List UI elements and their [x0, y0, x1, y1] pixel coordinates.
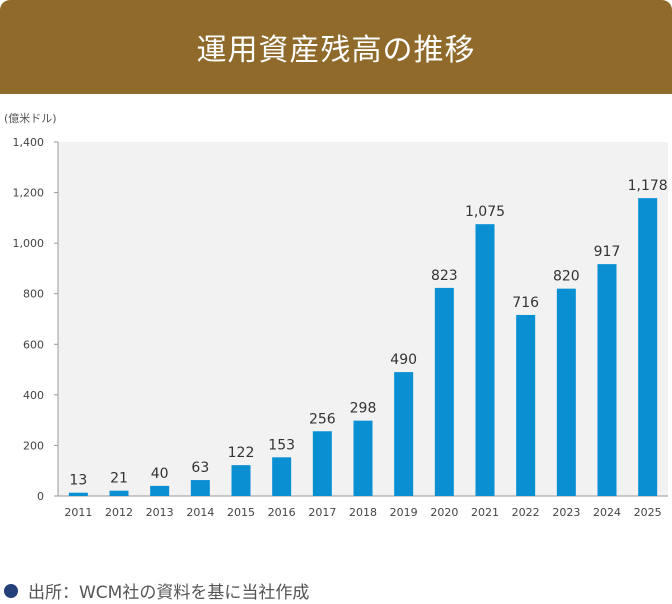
x-tick-label-2020: 2020 — [430, 506, 458, 519]
bar-2022 — [516, 314, 536, 496]
source-note: 出所：WCM社の資料を基に当社作成 — [4, 578, 309, 603]
y-axis-unit-label: (億米ドル) — [4, 112, 57, 125]
x-tick-label-2024: 2024 — [593, 506, 621, 519]
data-label-2025: 1,178 — [628, 178, 668, 194]
bar-2011 — [68, 492, 88, 496]
x-tick-label-2023: 2023 — [552, 506, 580, 519]
chart-title: 運用資産残高の推移 — [196, 33, 476, 68]
y-tick-label: 200 — [23, 439, 44, 452]
x-tick-label-2017: 2017 — [308, 506, 336, 519]
y-tick-label: 0 — [37, 490, 44, 503]
data-label-2013: 40 — [151, 466, 169, 482]
bar-2016 — [272, 457, 292, 496]
bar-2014 — [190, 480, 210, 496]
data-label-2020: 823 — [431, 268, 458, 284]
data-label-2019: 490 — [390, 352, 417, 368]
x-tick-label-2022: 2022 — [512, 506, 540, 519]
data-label-2012: 21 — [110, 471, 128, 487]
x-tick-label-2021: 2021 — [471, 506, 499, 519]
data-label-2016: 153 — [268, 437, 295, 453]
bar-2019 — [394, 372, 414, 496]
x-tick-label-2025: 2025 — [634, 506, 662, 519]
x-tick-label-2012: 2012 — [105, 506, 133, 519]
bullet-dot-icon — [4, 583, 18, 598]
y-tick-label: 1,400 — [13, 136, 45, 149]
bar-2020 — [434, 287, 454, 496]
y-tick-label: 600 — [23, 338, 44, 351]
data-label-2022: 716 — [512, 295, 539, 311]
data-label-2015: 122 — [228, 445, 255, 461]
x-tick-label-2013: 2013 — [146, 506, 174, 519]
data-label-2014: 63 — [191, 460, 209, 476]
y-tick-label: 1,200 — [13, 187, 45, 200]
x-tick-label-2014: 2014 — [186, 506, 214, 519]
bar-2025 — [638, 198, 658, 496]
bar-2018 — [353, 420, 373, 496]
bar-2015 — [231, 465, 251, 496]
bar-2024 — [597, 264, 617, 496]
y-tick-label: 800 — [23, 288, 44, 301]
bar-2012 — [109, 490, 129, 496]
y-tick-label: 400 — [23, 389, 44, 402]
source-text: 出所：WCM社の資料を基に当社作成 — [28, 583, 310, 603]
data-label-2023: 820 — [553, 269, 580, 285]
x-tick-label-2018: 2018 — [349, 506, 377, 519]
data-label-2018: 298 — [350, 401, 377, 417]
data-label-2011: 13 — [69, 473, 87, 489]
data-label-2017: 256 — [309, 411, 336, 427]
bar-2021 — [475, 224, 495, 496]
chart-header: 運用資産残高の推移 — [0, 0, 672, 94]
x-tick-label-2015: 2015 — [227, 506, 255, 519]
bar-chart: 0 200 400 600 800 1,000 1,200 1,400 2011 2012 201… — [13, 136, 668, 519]
bar-2023 — [556, 288, 576, 496]
bar-2017 — [312, 431, 332, 496]
data-label-2024: 917 — [594, 244, 621, 260]
x-tick-label-2019: 2019 — [390, 506, 418, 519]
x-tick-label-2016: 2016 — [268, 506, 296, 519]
y-tick-label: 1,000 — [13, 237, 45, 250]
x-tick-label-2011: 2011 — [64, 506, 92, 519]
data-label-2021: 1,075 — [465, 204, 505, 220]
bar-2013 — [150, 485, 170, 496]
